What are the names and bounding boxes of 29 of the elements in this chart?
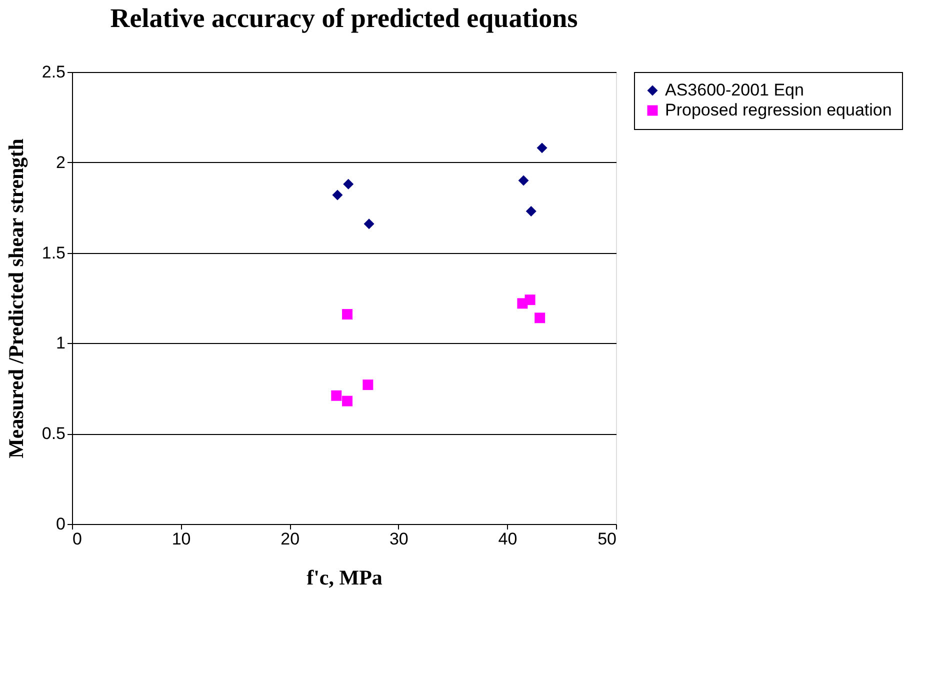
chart-title: Relative accuracy of predicted equations bbox=[110, 3, 578, 33]
point bbox=[526, 206, 536, 216]
point bbox=[332, 190, 343, 200]
point bbox=[524, 294, 536, 306]
x-tick-label: 50 bbox=[598, 530, 616, 548]
legend-label: AS3600-2001 Eqn bbox=[665, 80, 804, 100]
point bbox=[362, 380, 374, 390]
y-tick-label: 0 bbox=[56, 514, 66, 534]
y-tick-label: 1 bbox=[56, 334, 66, 353]
point bbox=[518, 175, 529, 186]
x-tick-label: 10 bbox=[172, 530, 191, 548]
x-tick-label: 20 bbox=[280, 530, 300, 548]
y-tick-label: 0.5 bbox=[42, 424, 66, 444]
x-tick-label: 40 bbox=[498, 530, 518, 548]
point bbox=[342, 309, 353, 320]
legend-label: Proposed regression equation bbox=[665, 100, 892, 120]
point bbox=[536, 142, 548, 154]
y-tick-label: 2 bbox=[56, 152, 66, 172]
point bbox=[364, 218, 374, 230]
point bbox=[343, 178, 354, 190]
x-tick-label: 30 bbox=[389, 530, 408, 548]
y-tick-label: 1.5 bbox=[42, 243, 66, 262]
point bbox=[534, 312, 546, 324]
point bbox=[331, 390, 342, 401]
y-tick-label: 2.5 bbox=[42, 62, 66, 82]
y-axis-title: Measured /Predicted shear strength bbox=[4, 138, 28, 458]
point bbox=[342, 396, 353, 406]
x-tick-label: 0 bbox=[72, 530, 82, 548]
x-axis-title: f'c, MPa bbox=[306, 566, 383, 590]
